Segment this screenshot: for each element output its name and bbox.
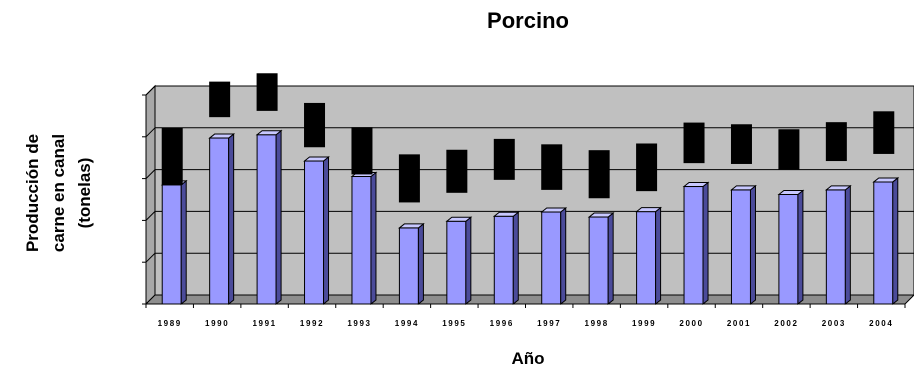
bar [636,211,657,305]
bar [351,176,372,305]
x-tick-label: 1998 [585,319,609,328]
x-tick-label: 2003 [822,319,846,328]
bar-top [255,130,283,136]
bar-side [797,189,804,306]
overlay-block [825,122,847,162]
bar [825,189,846,305]
bar [493,215,514,305]
bar-side [607,212,614,306]
bar [541,211,562,305]
x-tick-label: 2004 [869,319,893,328]
bar-top [730,185,757,191]
bar [446,220,467,305]
bar-top [397,223,425,229]
x-tick-label: 2001 [727,319,751,328]
y-axis-title-line-2: carne en canal [49,134,68,252]
bar-side [844,184,851,306]
overlay-block [304,102,326,148]
bar-side [702,181,709,306]
bar [588,216,609,305]
bar-top [682,182,710,188]
bar [256,134,277,305]
overlay-block [493,138,515,180]
x-ticks: 1989 1990 1991 1992 1993 1994 1995 1996 1997 1998… [145,304,906,328]
bar-side [655,206,662,306]
y-axis-title-line-3: (tonelas) [75,158,94,229]
bar-top [492,211,520,217]
bar-top [824,185,852,191]
bar-top [635,207,663,213]
overlay-block [161,127,183,185]
bar-top [587,212,615,218]
overlay-block [209,81,231,118]
bar-top [445,216,473,222]
plot-left-wall [145,84,156,306]
bar [873,181,894,305]
overlay-block [541,144,563,190]
overlay-block [398,154,420,203]
bar-side [512,211,519,306]
bar [730,189,751,305]
x-tick-label: 1992 [300,319,324,328]
x-tick-label: 2000 [679,319,703,328]
bar [778,193,799,305]
chart-title: Porcino [487,8,569,33]
overlay-block [256,73,278,111]
gridline-side [145,211,156,221]
bar-side [560,206,567,306]
bar-side [323,156,330,306]
bar-top [540,207,568,213]
bar [161,184,182,305]
gridline-side [145,85,156,96]
gridline-side [145,127,156,138]
overlay-block [873,111,895,154]
bar-side [228,133,235,306]
bar-side [417,222,424,306]
bar-side [892,176,899,306]
gridline-side [145,252,156,263]
gridline-side [145,169,156,179]
bar [398,227,419,305]
bar-top [872,177,900,183]
overlay-block [730,124,752,164]
overlay-block [636,143,658,192]
x-tick-label: 1995 [442,319,466,328]
bar-side [275,129,282,306]
x-axis-title: Año [511,349,544,368]
x-tick-label: 1996 [490,319,514,328]
bar-side [370,171,377,306]
overlay-block [588,150,610,199]
x-tick-label: 1990 [205,319,229,328]
bar-top [208,133,236,139]
x-tick-label: 1997 [537,319,561,328]
bars-group [160,129,900,306]
bar-side [180,179,187,306]
bar [683,186,704,305]
bar [304,160,325,305]
x-tick-label: 1999 [632,319,656,328]
bar-side [749,184,756,306]
bar-top [777,189,805,195]
overlay-block [351,127,373,175]
x-tick-label: 1989 [158,319,182,328]
overlay-block [778,129,800,170]
overlay-blocks-group [161,73,895,203]
overlay-block [446,149,468,193]
y-ticks [142,94,146,305]
bar-side [465,216,472,306]
y-axis-title-line-1: Producción de [23,134,42,252]
bar-top [303,156,330,162]
overlay-block [683,122,705,164]
x-tick-label: 1994 [395,319,419,328]
x-tick-label: 2002 [774,319,798,328]
bar [209,137,230,305]
x-tick-label: 1993 [347,319,371,328]
x-tick-label: 1991 [252,319,276,328]
